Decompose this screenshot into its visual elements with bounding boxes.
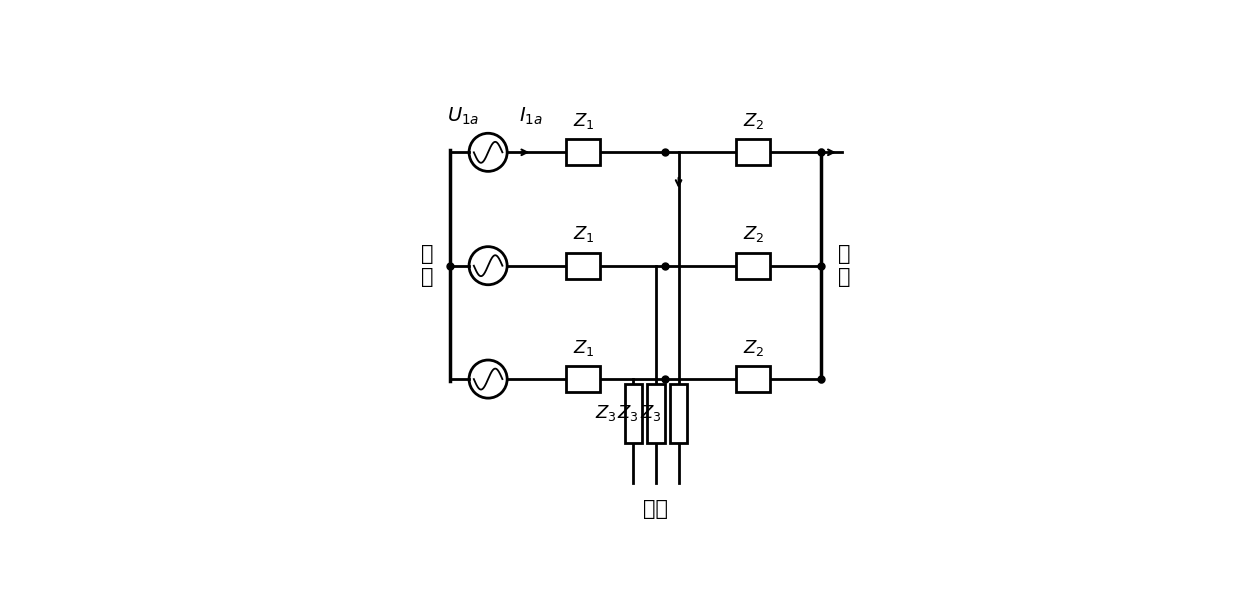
Bar xyxy=(625,383,642,442)
Text: $U_{1a}$: $U_{1a}$ xyxy=(446,106,480,127)
Text: $Z_1$: $Z_1$ xyxy=(573,337,594,358)
Text: $Z_2$: $Z_2$ xyxy=(743,111,764,131)
Text: $I_{1a}$: $I_{1a}$ xyxy=(520,106,543,127)
Text: $Z_1$: $Z_1$ xyxy=(573,224,594,244)
Bar xyxy=(567,253,600,279)
Text: 乙
站: 乙 站 xyxy=(838,244,851,287)
Bar xyxy=(647,383,665,442)
Text: 丙站: 丙站 xyxy=(644,499,668,519)
Text: $Z_3$: $Z_3$ xyxy=(640,403,662,423)
Bar xyxy=(567,366,600,392)
Text: $Z_1$: $Z_1$ xyxy=(573,111,594,131)
Text: $Z_2$: $Z_2$ xyxy=(743,224,764,244)
Bar xyxy=(737,139,770,166)
Bar xyxy=(567,139,600,166)
Bar xyxy=(670,383,687,442)
Text: $Z_3$: $Z_3$ xyxy=(618,403,639,423)
Bar xyxy=(737,366,770,392)
Text: $Z_3$: $Z_3$ xyxy=(595,403,616,423)
Text: 甲
站: 甲 站 xyxy=(420,244,433,287)
Bar xyxy=(737,253,770,279)
Text: $Z_2$: $Z_2$ xyxy=(743,337,764,358)
